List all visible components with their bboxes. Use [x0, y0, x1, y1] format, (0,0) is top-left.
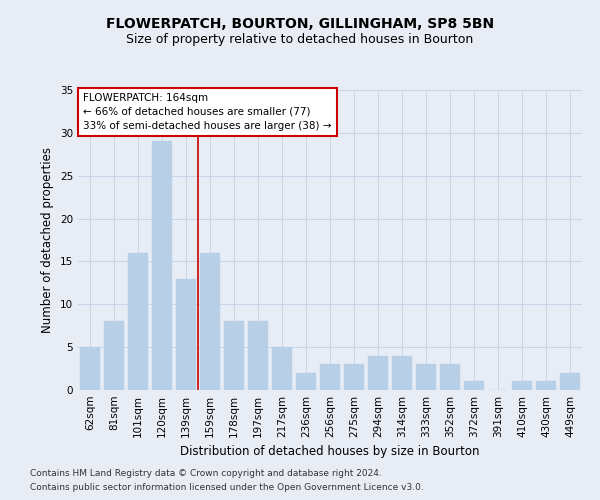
Bar: [416, 364, 436, 390]
Text: FLOWERPATCH: 164sqm
← 66% of detached houses are smaller (77)
33% of semi-detach: FLOWERPATCH: 164sqm ← 66% of detached ho…: [83, 93, 332, 131]
Bar: [536, 382, 556, 390]
Bar: [176, 278, 196, 390]
Bar: [152, 142, 172, 390]
Text: FLOWERPATCH, BOURTON, GILLINGHAM, SP8 5BN: FLOWERPATCH, BOURTON, GILLINGHAM, SP8 5B…: [106, 18, 494, 32]
Bar: [440, 364, 460, 390]
Bar: [272, 347, 292, 390]
Bar: [200, 253, 220, 390]
Bar: [224, 322, 244, 390]
Bar: [296, 373, 316, 390]
Text: Contains HM Land Registry data © Crown copyright and database right 2024.: Contains HM Land Registry data © Crown c…: [30, 468, 382, 477]
Y-axis label: Number of detached properties: Number of detached properties: [41, 147, 55, 333]
Bar: [464, 382, 484, 390]
Text: Contains public sector information licensed under the Open Government Licence v3: Contains public sector information licen…: [30, 484, 424, 492]
Text: Size of property relative to detached houses in Bourton: Size of property relative to detached ho…: [127, 32, 473, 46]
X-axis label: Distribution of detached houses by size in Bourton: Distribution of detached houses by size …: [180, 446, 480, 458]
Bar: [392, 356, 412, 390]
Bar: [248, 322, 268, 390]
Bar: [368, 356, 388, 390]
Bar: [128, 253, 148, 390]
Bar: [80, 347, 100, 390]
Bar: [320, 364, 340, 390]
Bar: [344, 364, 364, 390]
Bar: [104, 322, 124, 390]
Bar: [560, 373, 580, 390]
Bar: [512, 382, 532, 390]
